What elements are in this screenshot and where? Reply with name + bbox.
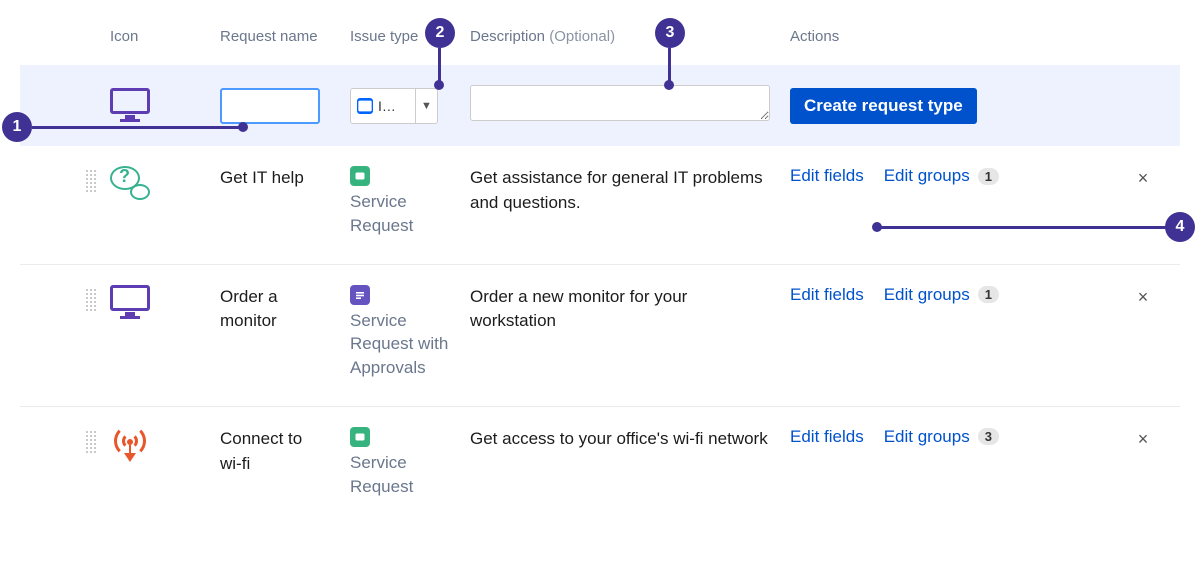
delete-row-button[interactable]: ×	[1120, 429, 1166, 450]
request-types-table: Icon Request name Issue type Description…	[20, 28, 1180, 525]
monitor-icon	[110, 285, 150, 321]
group-count-badge: 3	[978, 428, 999, 445]
callout-3-dot	[664, 80, 674, 90]
edit-groups-link[interactable]: Edit groups	[884, 166, 970, 186]
callout-2-line	[438, 48, 441, 84]
request-name: Order a monitor	[220, 285, 328, 334]
issue-type-select[interactable]: I… ▼	[350, 88, 438, 124]
drag-handle[interactable]	[86, 431, 97, 455]
col-actions-header: Actions	[790, 28, 1120, 45]
col-description-header: Description (Optional)	[470, 28, 790, 45]
issue-type-badge	[350, 166, 370, 186]
edit-groups-link[interactable]: Edit groups	[884, 285, 970, 305]
edit-groups-link[interactable]: Edit groups	[884, 427, 970, 447]
create-icon-cell[interactable]	[110, 88, 220, 124]
drag-handle[interactable]	[86, 289, 97, 313]
table-header-row: Icon Request name Issue type Description…	[20, 28, 1180, 65]
issue-type-badge	[350, 285, 370, 305]
group-count-badge: 1	[978, 168, 999, 185]
delete-row-button[interactable]: ×	[1120, 168, 1166, 189]
edit-fields-link[interactable]: Edit fields	[790, 166, 864, 186]
delete-row-button[interactable]: ×	[1120, 287, 1166, 308]
help-icon: ?	[110, 166, 150, 202]
table-row: Connect to wi-fi Service Request Get acc…	[20, 407, 1180, 525]
issue-type-label: Service Request	[350, 190, 450, 238]
issue-type-label: Service Request with Approvals	[350, 309, 450, 380]
issue-type-label: Service Request	[350, 451, 450, 499]
create-request-row: I… ▼ Create request type	[20, 65, 1180, 146]
wifi-icon	[110, 427, 150, 463]
callout-4: 4	[1165, 212, 1195, 242]
col-icon-header: Icon	[110, 28, 220, 45]
request-name: Connect to wi-fi	[220, 427, 328, 476]
edit-fields-link[interactable]: Edit fields	[790, 285, 864, 305]
drag-handle[interactable]	[86, 170, 97, 194]
callout-3: 3	[655, 18, 685, 48]
callout-3-line	[668, 48, 671, 84]
request-name: Get IT help	[220, 166, 328, 191]
callout-4-line	[878, 226, 1168, 229]
callout-2-dot	[434, 80, 444, 90]
table-row: ? Get IT help Service Request Get assist…	[20, 146, 1180, 265]
chevron-down-icon: ▼	[415, 89, 437, 123]
description-input[interactable]	[470, 85, 770, 121]
edit-fields-link[interactable]: Edit fields	[790, 427, 864, 447]
request-name-input[interactable]	[220, 88, 320, 124]
description-text: Get access to your office's wi-fi networ…	[470, 427, 770, 452]
description-text: Order a new monitor for your workstation	[470, 285, 770, 334]
callout-2: 2	[425, 18, 455, 48]
table-row: Order a monitor Service Request with App…	[20, 265, 1180, 407]
callout-1: 1	[2, 112, 32, 142]
issue-type-select-label: I…	[378, 98, 415, 114]
create-request-type-button[interactable]: Create request type	[790, 88, 977, 124]
callout-1-line	[32, 126, 240, 129]
description-label: Description	[470, 28, 545, 45]
group-count-badge: 1	[978, 286, 999, 303]
monitor-icon	[110, 88, 150, 124]
issue-type-badge	[350, 427, 370, 447]
description-optional-label: (Optional)	[549, 28, 615, 45]
callout-4-dot	[872, 222, 882, 232]
description-text: Get assistance for general IT problems a…	[470, 166, 770, 215]
callout-1-dot	[238, 122, 248, 132]
col-name-header: Request name	[220, 28, 350, 45]
